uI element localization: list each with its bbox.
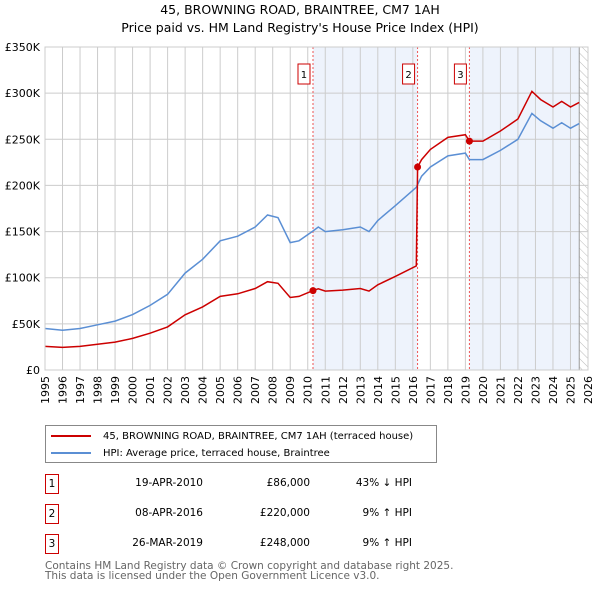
sale-marker-label: 2 [45, 504, 59, 524]
footer: Contains HM Land Registry data © Crown c… [45, 560, 454, 582]
legend-item-property: 45, BROWNING ROAD, BRAINTREE, CM7 1AH (t… [46, 428, 413, 444]
x-tick-label: 2005 [214, 376, 227, 404]
shaded-period [312, 47, 418, 370]
sale-point [414, 163, 422, 171]
sale-hpi-diff: 9% ↑ HPI [362, 507, 412, 519]
legend-swatch [51, 452, 91, 454]
x-tick-label: 2025 [564, 376, 577, 404]
footer-line: Contains HM Land Registry data © Crown c… [45, 560, 454, 572]
x-tick-label: 1998 [92, 376, 105, 404]
y-tick-label: £150K [5, 226, 41, 239]
sale-row: 1 19-APR-2010 £86,000 43% ↓ HPI [45, 474, 465, 496]
x-tick-label: 2016 [407, 376, 420, 404]
x-tick-label: 2013 [354, 376, 367, 404]
sale-hpi-diff: 9% ↑ HPI [362, 537, 412, 549]
line-chart: 1995 1996 1997 1998 1999 2000 2001 2002 2003 2004… [5, 41, 595, 404]
forecast-hatch [579, 47, 588, 370]
y-tick-label: £0 [26, 364, 40, 377]
x-tick-label: 2004 [197, 376, 210, 404]
x-tick-label: 2022 [512, 376, 525, 404]
x-tick-label: 2023 [529, 376, 542, 404]
sale-date: 08-APR-2016 [135, 507, 203, 519]
x-tick-label: 2003 [179, 376, 192, 404]
sale-marker-label: 3 [45, 534, 59, 554]
sale-point [309, 287, 317, 295]
hpi-line [44, 112, 580, 332]
sale-point [465, 137, 473, 145]
legend: 45, BROWNING ROAD, BRAINTREE, CM7 1AH (t… [45, 425, 437, 463]
sale-marker-label: 1 [45, 474, 59, 494]
x-tick-label: 2018 [442, 376, 455, 404]
sale-marker-box [402, 63, 416, 85]
x-tick-label: 1999 [109, 376, 122, 404]
x-tick-label: 2001 [144, 376, 157, 404]
x-tick-label: 2012 [337, 376, 350, 404]
property-price-line [44, 90, 580, 349]
legend-item-hpi: HPI: Average price, terraced house, Brai… [46, 445, 330, 461]
x-tick-label: 2020 [477, 376, 490, 404]
x-tick-label: 2011 [319, 376, 332, 404]
x-tick-label: 2002 [162, 376, 175, 404]
x-tick-label: 2000 [127, 376, 140, 404]
y-tick-label: £300K [5, 87, 41, 100]
sale-marker-label: 2 [405, 70, 411, 81]
chart-subtitle: Price paid vs. HM Land Registry's House … [121, 20, 479, 35]
sale-price: £220,000 [259, 507, 310, 519]
legend-swatch [51, 435, 91, 437]
sale-marker-box [453, 63, 467, 85]
x-tick-label: 1995 [39, 376, 52, 404]
y-tick-label: £350K [5, 41, 41, 54]
x-tick-label: 2024 [547, 376, 560, 404]
chart-title: 45, BROWNING ROAD, BRAINTREE, CM7 1AH [160, 2, 440, 17]
legend-label: HPI: Average price, terraced house, Brai… [103, 447, 330, 459]
x-tick-label: 2026 [582, 376, 595, 404]
sale-date: 19-APR-2010 [135, 477, 203, 489]
shaded-period [469, 47, 580, 370]
y-tick-label: £50K [12, 318, 41, 331]
sale-hpi-diff: 43% ↓ HPI [355, 477, 412, 489]
x-tick-label: 1996 [57, 376, 70, 404]
y-tick-label: £200K [5, 179, 41, 192]
x-tick-label: 2019 [459, 376, 472, 404]
footer-line: This data is licensed under the Open Gov… [45, 570, 380, 582]
x-tick-label: 2015 [389, 376, 402, 404]
x-tick-label: 2007 [249, 376, 262, 404]
sale-marker-label: 1 [301, 70, 307, 81]
y-tick-label: £250K [5, 133, 41, 146]
sale-marker-label: 3 [457, 70, 463, 81]
sale-price: £248,000 [259, 537, 310, 549]
legend-label: 45, BROWNING ROAD, BRAINTREE, CM7 1AH (t… [103, 430, 414, 442]
plot-frame [44, 46, 589, 371]
x-tick-label: 2017 [424, 376, 437, 404]
y-tick-label: £100K [5, 272, 41, 285]
x-tick-label: 2021 [494, 376, 507, 404]
x-tick-label: 2014 [372, 376, 385, 404]
sale-date: 26-MAR-2019 [132, 537, 203, 549]
x-tick-label: 2008 [267, 376, 280, 404]
sale-row: 3 26-MAR-2019 £248,000 9% ↑ HPI [45, 534, 465, 556]
x-tick-label: 2006 [232, 376, 245, 404]
sale-marker-box [297, 63, 311, 85]
sale-price: £86,000 [266, 477, 310, 489]
x-tick-label: 2010 [302, 376, 315, 404]
x-tick-label: 1997 [74, 376, 87, 404]
x-tick-label: 2009 [284, 376, 297, 404]
sale-row: 2 08-APR-2016 £220,000 9% ↑ HPI [45, 504, 465, 526]
